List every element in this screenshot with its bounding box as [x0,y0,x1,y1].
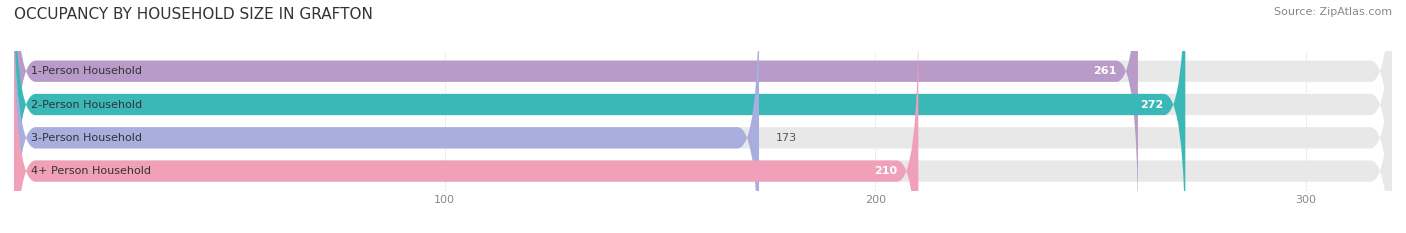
Text: Source: ZipAtlas.com: Source: ZipAtlas.com [1274,7,1392,17]
FancyBboxPatch shape [14,15,918,233]
Text: 261: 261 [1092,66,1116,76]
FancyBboxPatch shape [14,0,759,233]
FancyBboxPatch shape [14,0,1392,227]
Text: 1-Person Household: 1-Person Household [31,66,142,76]
FancyBboxPatch shape [14,0,1137,227]
Text: 4+ Person Household: 4+ Person Household [31,166,152,176]
FancyBboxPatch shape [14,15,1392,233]
FancyBboxPatch shape [14,0,1185,233]
Text: 272: 272 [1140,99,1164,110]
FancyBboxPatch shape [14,0,1392,233]
Text: 2-Person Household: 2-Person Household [31,99,142,110]
FancyBboxPatch shape [14,0,1392,233]
Text: OCCUPANCY BY HOUSEHOLD SIZE IN GRAFTON: OCCUPANCY BY HOUSEHOLD SIZE IN GRAFTON [14,7,373,22]
Text: 173: 173 [776,133,797,143]
Text: 3-Person Household: 3-Person Household [31,133,142,143]
Text: 210: 210 [873,166,897,176]
